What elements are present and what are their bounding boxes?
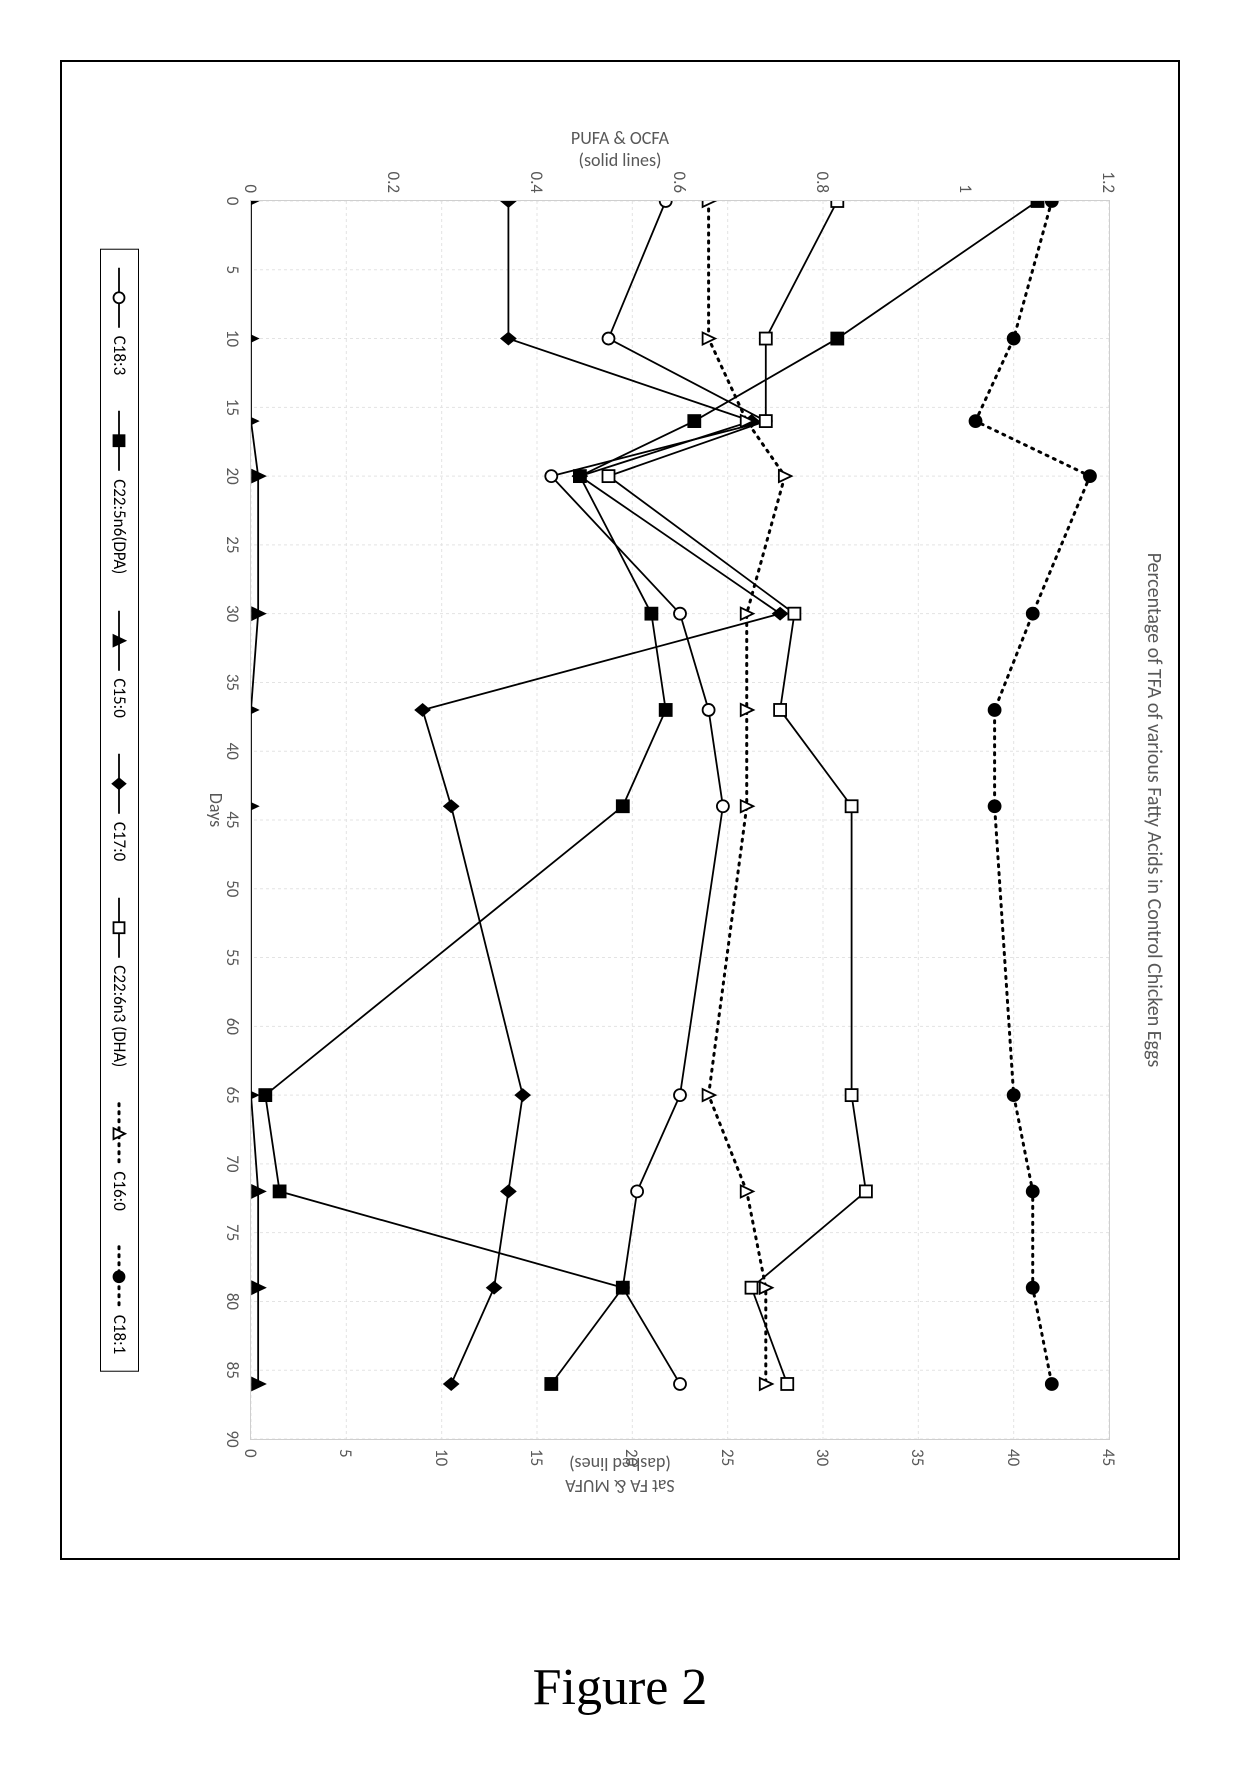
x-tick: 5 bbox=[222, 255, 243, 285]
y-right-tick: 45 bbox=[1098, 1449, 1119, 1489]
chart-frame: Percentage of TFA of various Fatty Acids… bbox=[60, 60, 1180, 1560]
y-right-label-line1: Sat FA & MUFA bbox=[565, 1475, 675, 1497]
x-tick: 20 bbox=[222, 461, 243, 491]
x-tick: 60 bbox=[222, 1011, 243, 1041]
legend-label: C18:3 bbox=[109, 336, 130, 375]
legend-label: C16:0 bbox=[109, 1171, 130, 1210]
x-tick: 10 bbox=[222, 324, 243, 354]
x-tick: 40 bbox=[222, 736, 243, 766]
y-left-tick: 0 bbox=[240, 149, 261, 193]
legend-swatch bbox=[110, 266, 130, 330]
legend-item-c22_6n3: C22:6n3 (DHA) bbox=[109, 895, 130, 1067]
x-tick: 45 bbox=[222, 805, 243, 835]
series-c18_1 bbox=[970, 201, 1096, 1390]
y-right-tick: 30 bbox=[812, 1449, 833, 1489]
legend-box: C18:3 C22:5n6(DPA) C15:0 C17:0 C22:6n3 (DHA)… bbox=[100, 249, 139, 1372]
legend-swatch bbox=[110, 752, 130, 816]
legend-label: C15:0 bbox=[109, 678, 130, 717]
series-c17_0 bbox=[415, 201, 787, 1390]
legend-label: C18:1 bbox=[109, 1315, 130, 1354]
y-right-tick: 15 bbox=[526, 1449, 547, 1489]
x-tick: 35 bbox=[222, 667, 243, 697]
y-left-axis-label: PUFA & OCFA (solid lines) bbox=[571, 127, 669, 171]
y-right-tick: 5 bbox=[335, 1449, 356, 1489]
series-c16_0 bbox=[703, 201, 792, 1390]
y-left-tick: 1.2 bbox=[1098, 149, 1119, 193]
x-tick: 25 bbox=[222, 530, 243, 560]
y-right-tick: 20 bbox=[621, 1449, 642, 1489]
legend-label: C22:6n3 (DHA) bbox=[109, 965, 130, 1067]
x-tick: 75 bbox=[222, 1218, 243, 1248]
legend-item-c17_0: C17:0 bbox=[109, 752, 130, 861]
x-tick: 55 bbox=[222, 943, 243, 973]
landscape-rotator: Percentage of TFA of various Fatty Acids… bbox=[60, 60, 1180, 1560]
y-left-tick: 0.4 bbox=[526, 149, 547, 193]
y-left-label-line1: PUFA & OCFA bbox=[571, 127, 669, 149]
legend-swatch bbox=[110, 895, 130, 959]
y-right-label-line2: (dashed lines) bbox=[569, 1453, 671, 1475]
y-right-tick: 25 bbox=[717, 1449, 738, 1489]
plot-svg bbox=[251, 201, 1109, 1439]
figure-caption: Figure 2 bbox=[0, 1658, 1240, 1717]
y-right-tick: 0 bbox=[240, 1449, 261, 1489]
legend-swatch bbox=[110, 409, 130, 473]
legend-item-c15_0: C15:0 bbox=[109, 608, 130, 717]
series-c18_3 bbox=[545, 201, 772, 1390]
x-tick: 30 bbox=[222, 599, 243, 629]
legend-swatch bbox=[110, 1101, 130, 1165]
legend-label: C22:5n6(DPA) bbox=[109, 479, 130, 574]
legend-label: C17:0 bbox=[109, 822, 130, 861]
x-tick: 15 bbox=[222, 392, 243, 422]
y-left-tick: 0.2 bbox=[383, 149, 404, 193]
y-right-tick: 40 bbox=[1003, 1449, 1024, 1489]
series-c22_5n6 bbox=[259, 201, 1043, 1390]
y-left-label-line2: (solid lines) bbox=[579, 149, 662, 171]
y-right-tick: 10 bbox=[431, 1449, 452, 1489]
legend-item-c18_1: C18:1 bbox=[109, 1245, 130, 1354]
y-left-tick: 0.6 bbox=[669, 149, 690, 193]
y-right-axis-label: Sat FA & MUFA (dashed lines) bbox=[565, 1453, 675, 1497]
series-c22_6n3 bbox=[603, 201, 872, 1390]
x-tick: 70 bbox=[222, 1149, 243, 1179]
y-left-tick: 0.8 bbox=[812, 149, 833, 193]
page-root: Percentage of TFA of various Fatty Acids… bbox=[0, 0, 1240, 1787]
legend-swatch bbox=[110, 1245, 130, 1309]
x-tick: 65 bbox=[222, 1080, 243, 1110]
y-left-tick: 1 bbox=[955, 149, 976, 193]
legend-item-c18_3: C18:3 bbox=[109, 266, 130, 375]
chart-container: Percentage of TFA of various Fatty Acids… bbox=[60, 60, 1180, 1560]
y-right-tick: 35 bbox=[907, 1449, 928, 1489]
plot-area: 05101520253035404550556065707580859000.2… bbox=[250, 200, 1110, 1440]
series-c15_0 bbox=[251, 201, 265, 1390]
legend-item-c16_0: C16:0 bbox=[109, 1101, 130, 1210]
x-tick: 85 bbox=[222, 1355, 243, 1385]
chart-title: Percentage of TFA of various Fatty Acids… bbox=[1142, 60, 1180, 1560]
legend-swatch bbox=[110, 608, 130, 672]
x-tick: 80 bbox=[222, 1286, 243, 1316]
x-tick: 50 bbox=[222, 874, 243, 904]
legend-item-c22_5n6: C22:5n6(DPA) bbox=[109, 409, 130, 574]
